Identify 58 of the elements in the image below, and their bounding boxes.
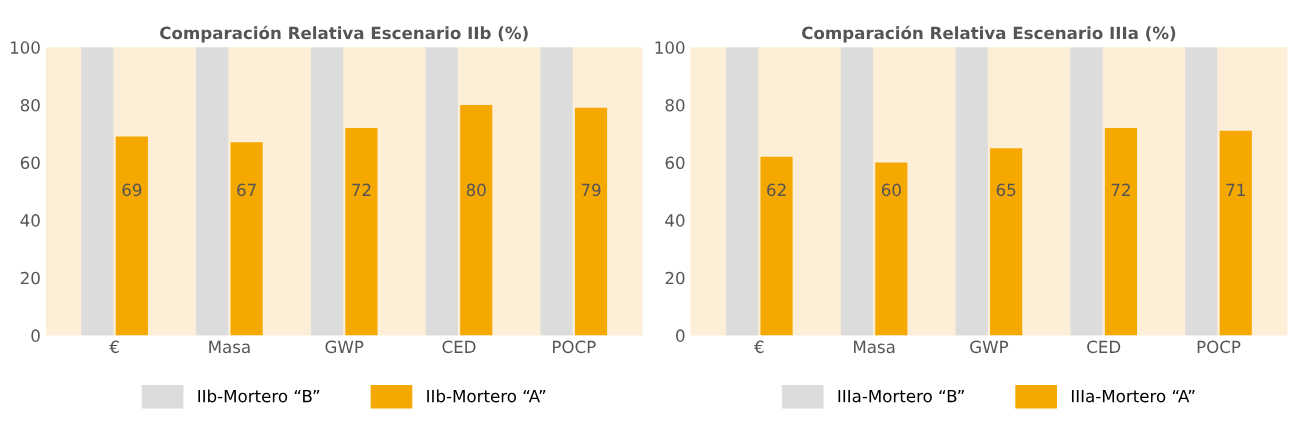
data-label: 72 [1111,183,1130,196]
y-tick-label: 80 [20,98,40,112]
bar [990,148,1023,336]
y-tick-label: 60 [20,156,40,170]
bar [1070,47,1103,336]
data-label: 60 [881,183,901,197]
bar [460,104,493,336]
bar [196,47,229,336]
data-label: 62 [767,183,786,197]
chart-title: Comparación Relativa Escenario IIIa (%) [802,25,1176,43]
data-label: 65 [996,183,1016,197]
data-label: 80 [466,183,486,197]
data-label: 71 [1226,183,1245,196]
y-tick-label: 20 [665,271,685,285]
y-tick-label: 40 [665,214,685,227]
x-tick-label: Masa [209,340,250,354]
chart-title: Comparación Relativa Escenario IIb (%) [160,25,528,43]
x-tick-label: CED [442,340,476,354]
y-tick-label: 0 [31,329,40,342]
legend-label: IIb-Mortero “A” [427,389,546,403]
x-tick-label: POCP [553,340,596,354]
bar [955,47,988,336]
y-tick-label: 20 [20,271,40,285]
bar [760,156,793,336]
legend-label: IIIa-Mortero “A” [1071,389,1195,403]
bar [574,107,608,336]
legend-label: IIIa-Mortero “B” [838,389,964,403]
bar [1219,130,1252,336]
bar [425,47,458,336]
bar [1185,47,1218,336]
bar [230,142,263,336]
bar [115,136,148,336]
x-tick-label: GWP [970,340,1009,354]
bar [840,47,873,336]
y-tick-label: 60 [665,156,685,170]
data-label: 79 [581,183,601,197]
bar [726,47,759,336]
x-tick-label: CED [1087,340,1121,354]
x-tick-label: GWP [325,340,364,354]
x-tick-label: Masa [854,340,895,354]
x-tick-label: POCP [1197,340,1241,354]
data-label: 69 [122,183,142,197]
x-tick-label: € [754,340,764,354]
bar [310,47,344,336]
y-tick-label: 0 [676,329,685,342]
y-tick-label: 80 [665,98,685,112]
bar [875,162,908,336]
legend-label: IIb-Mortero “B” [198,389,320,403]
bar [540,47,573,336]
bar [345,127,378,336]
y-tick-label: 100 [10,41,40,54]
data-label: 67 [237,183,256,197]
y-tick-label: 40 [20,214,40,227]
data-label: 72 [352,183,371,196]
x-tick-label: € [109,340,119,354]
bar [1104,127,1138,336]
y-tick-label: 100 [655,41,685,54]
bar [81,47,114,336]
